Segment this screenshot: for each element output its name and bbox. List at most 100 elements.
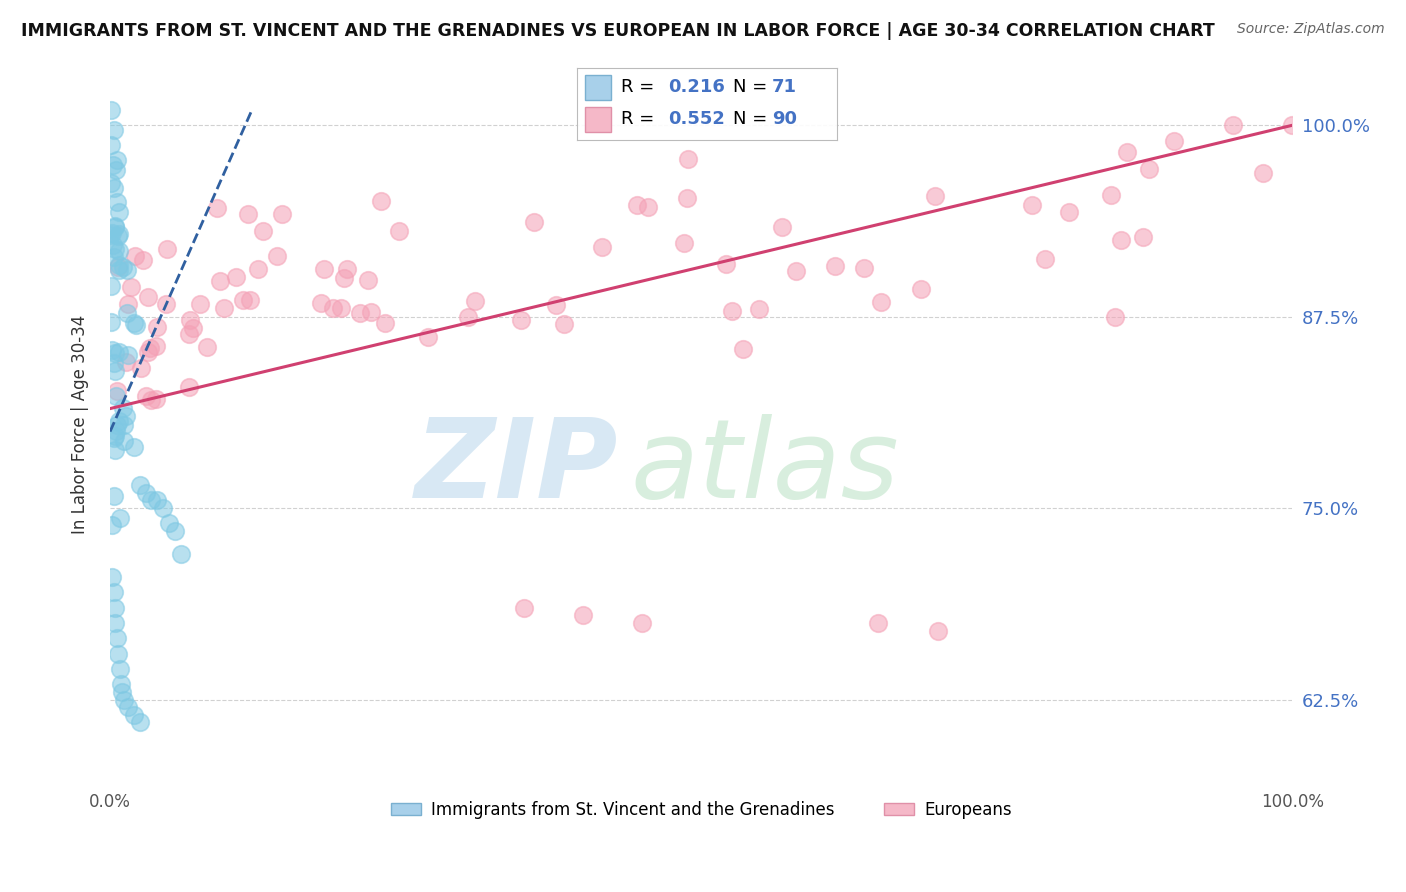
Point xyxy=(333,271,356,285)
Point xyxy=(100,103,122,117)
Point xyxy=(1281,118,1303,132)
Point xyxy=(105,163,128,178)
Point xyxy=(509,313,531,327)
Point xyxy=(103,431,125,445)
Text: atlas: atlas xyxy=(630,414,898,521)
Point xyxy=(329,301,352,316)
Point xyxy=(98,228,121,243)
Point xyxy=(136,345,159,359)
Point xyxy=(311,296,333,310)
Point xyxy=(733,342,755,356)
Point xyxy=(101,570,124,584)
Point xyxy=(103,250,125,264)
Point xyxy=(107,384,129,398)
Point xyxy=(205,202,228,216)
Point xyxy=(146,319,169,334)
Point xyxy=(103,489,125,503)
Point xyxy=(125,318,148,333)
Point xyxy=(103,181,125,195)
Point xyxy=(1222,118,1244,132)
Point xyxy=(108,258,131,272)
Point xyxy=(195,340,218,354)
Point xyxy=(101,238,124,252)
Point xyxy=(179,327,201,342)
Point xyxy=(104,425,127,439)
Point xyxy=(1021,198,1043,212)
Point xyxy=(107,647,129,661)
Point xyxy=(1251,166,1274,180)
Point xyxy=(131,253,153,268)
Point xyxy=(591,239,613,253)
Point xyxy=(312,261,335,276)
Point xyxy=(128,715,150,730)
Point xyxy=(188,296,211,310)
Point xyxy=(124,249,146,263)
Point xyxy=(107,260,129,274)
Point xyxy=(104,242,127,256)
Point xyxy=(110,677,132,691)
Point xyxy=(183,321,205,335)
Point xyxy=(246,261,269,276)
Point xyxy=(146,493,169,508)
Point xyxy=(105,194,128,209)
Point xyxy=(152,501,174,516)
Point xyxy=(1132,229,1154,244)
Point xyxy=(105,632,128,646)
Point xyxy=(141,493,163,508)
Point xyxy=(157,516,180,531)
Point xyxy=(156,243,179,257)
Point xyxy=(1033,252,1056,266)
Point xyxy=(122,316,145,330)
Point xyxy=(676,191,699,205)
Text: Source: ZipAtlas.com: Source: ZipAtlas.com xyxy=(1237,22,1385,37)
Point xyxy=(112,401,135,416)
Point xyxy=(100,137,122,152)
Point xyxy=(104,615,127,630)
Point xyxy=(1116,145,1139,159)
Point xyxy=(100,278,122,293)
Point xyxy=(418,330,440,344)
Point xyxy=(824,259,846,273)
Point xyxy=(546,298,568,312)
Point xyxy=(170,547,193,561)
Point xyxy=(252,224,274,238)
Point xyxy=(1101,188,1123,202)
Point xyxy=(910,282,932,296)
Point xyxy=(117,700,139,714)
Point xyxy=(103,443,125,458)
Point xyxy=(1163,134,1185,148)
Point xyxy=(104,219,127,233)
Point xyxy=(370,194,392,208)
Point xyxy=(870,295,893,310)
Point xyxy=(360,305,382,319)
Point xyxy=(673,235,696,250)
Point xyxy=(108,511,131,525)
Point xyxy=(112,260,135,274)
Point xyxy=(572,608,595,623)
Point xyxy=(114,354,136,368)
Point xyxy=(676,152,699,166)
Point xyxy=(513,600,536,615)
Point xyxy=(637,200,659,214)
Point xyxy=(270,207,292,221)
Point xyxy=(357,273,380,287)
Point xyxy=(108,263,131,277)
Point xyxy=(107,227,129,241)
Point xyxy=(100,315,122,329)
Point xyxy=(107,153,129,167)
Point xyxy=(105,418,128,433)
Point xyxy=(129,360,152,375)
Point xyxy=(179,379,201,393)
Point xyxy=(165,524,187,538)
Point xyxy=(770,219,793,234)
Point xyxy=(145,392,167,407)
Point xyxy=(388,224,411,238)
Point xyxy=(120,279,142,293)
Point xyxy=(335,261,357,276)
Point xyxy=(266,249,288,263)
Point xyxy=(104,220,127,235)
Point xyxy=(136,290,159,304)
Y-axis label: In Labor Force | Age 30-34: In Labor Force | Age 30-34 xyxy=(72,314,89,533)
Point xyxy=(104,600,127,615)
Point xyxy=(108,662,131,676)
